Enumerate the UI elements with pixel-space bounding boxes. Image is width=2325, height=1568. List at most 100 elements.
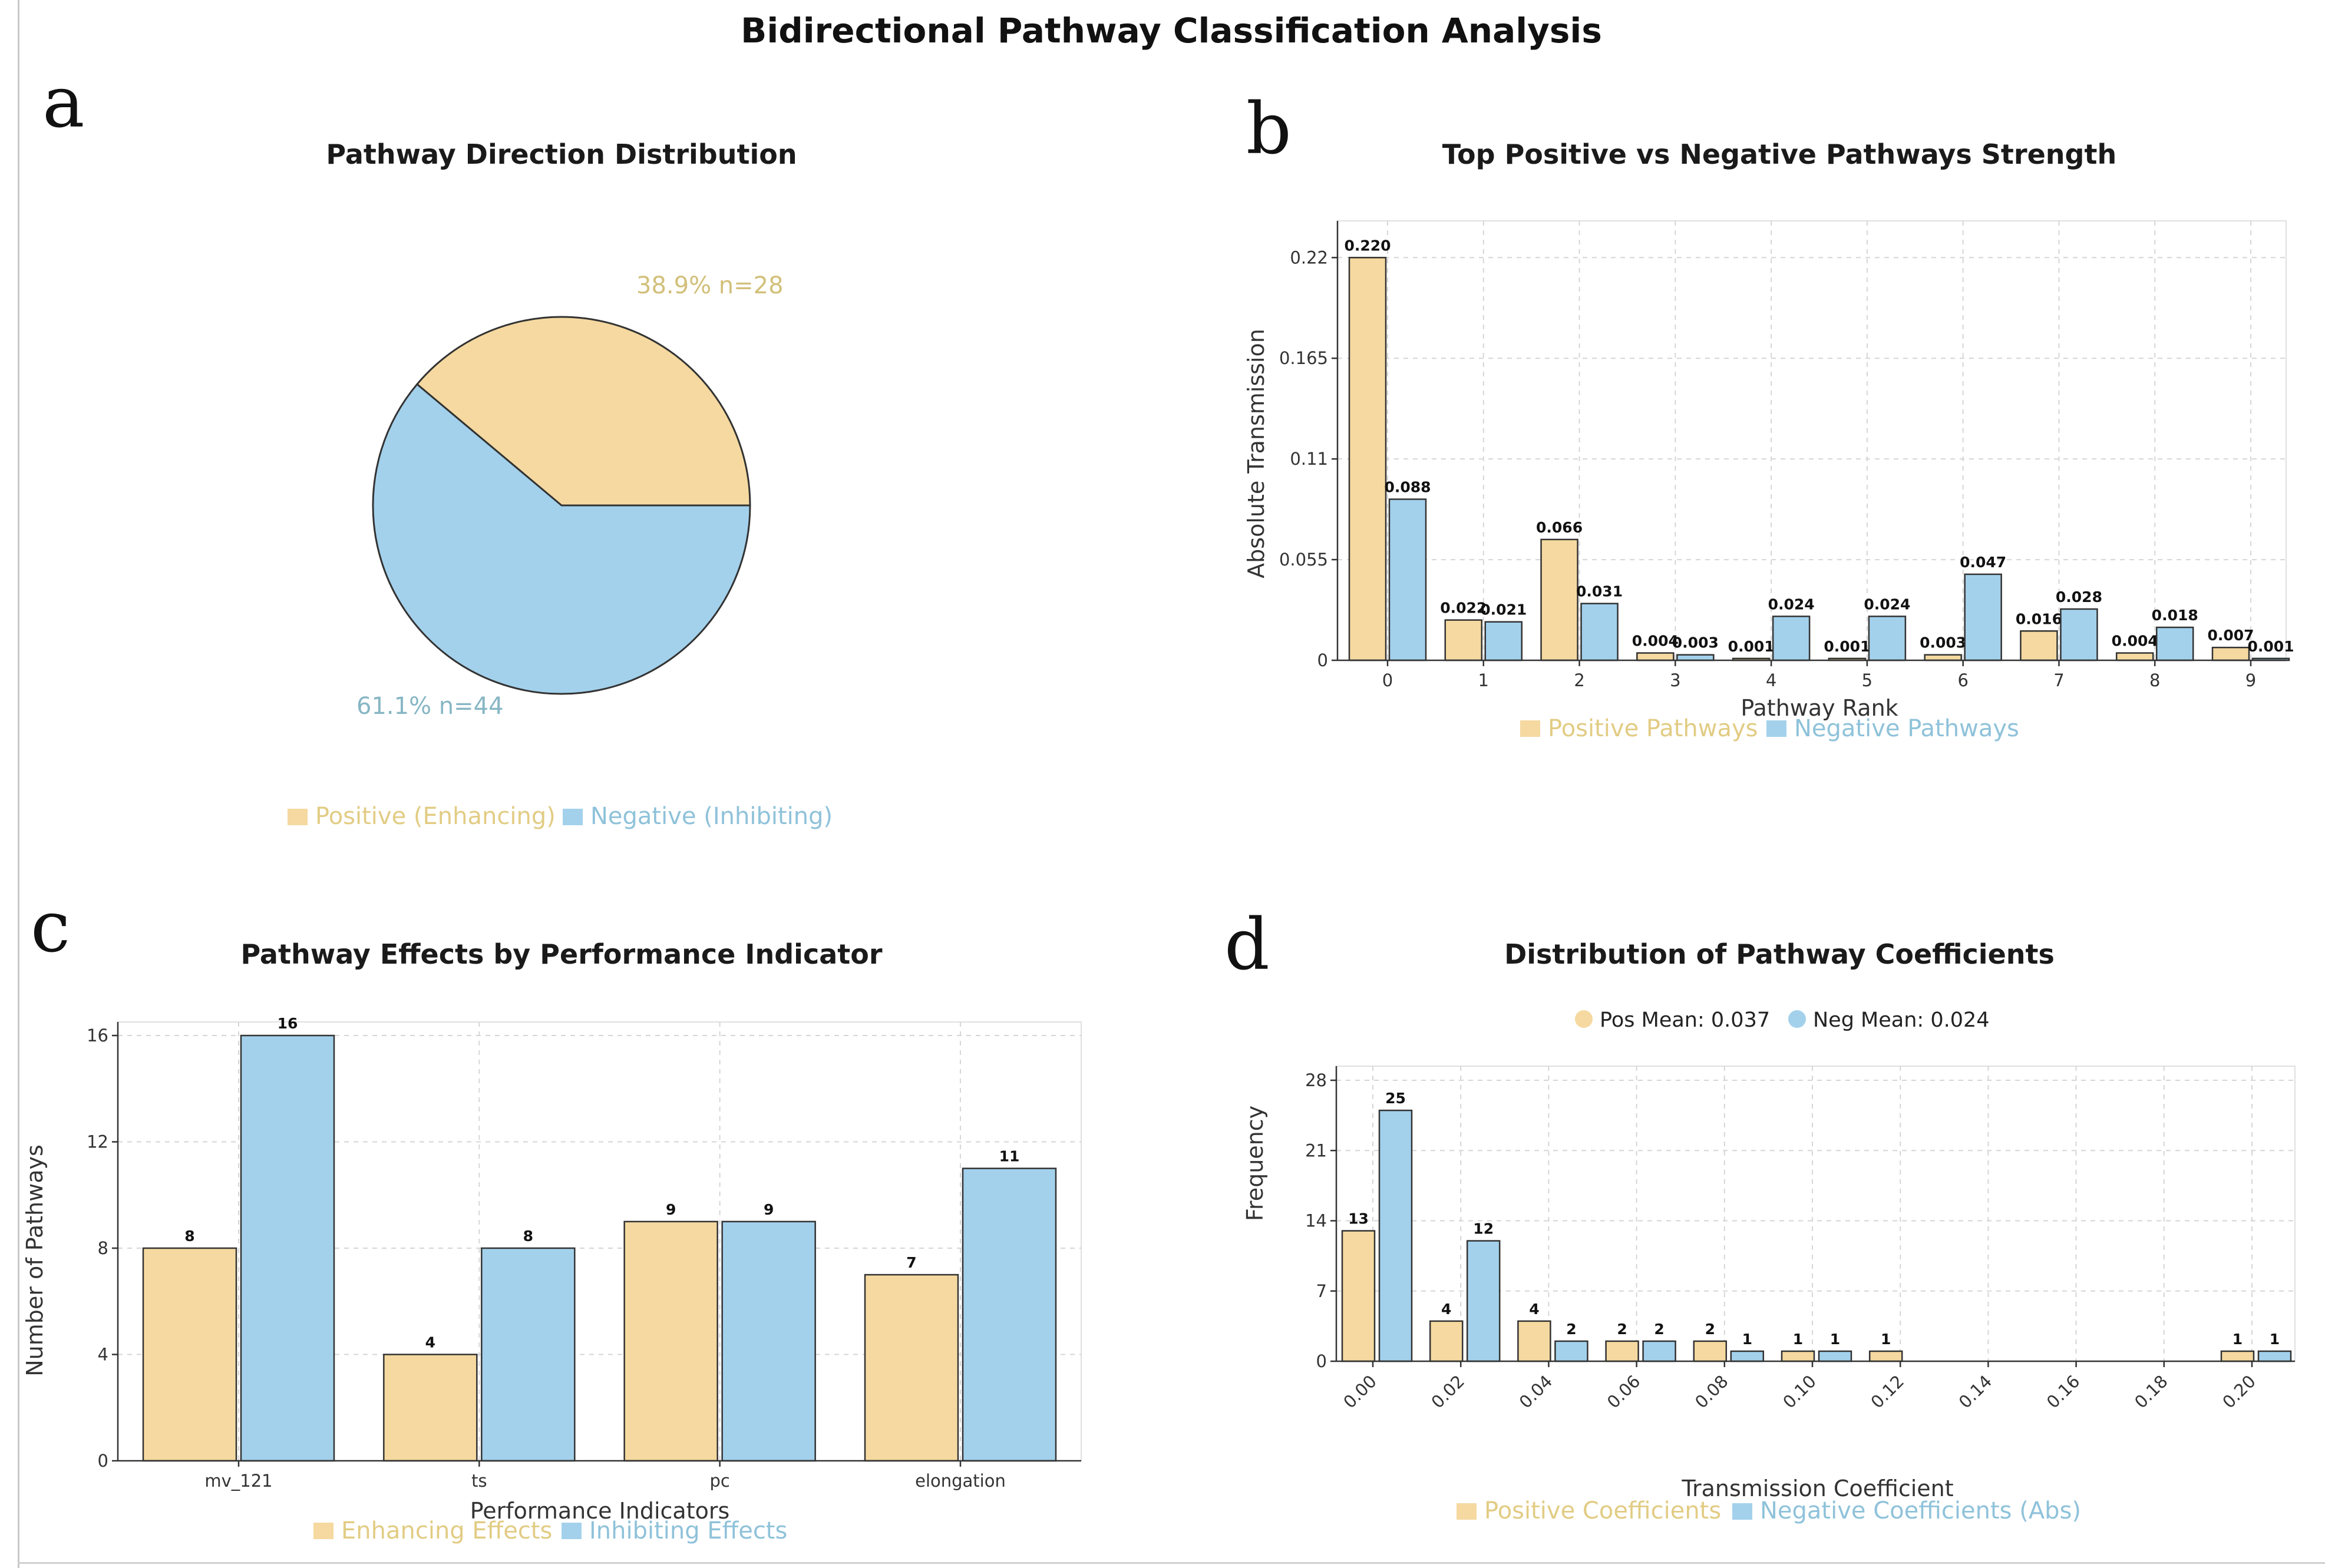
b-y-tick-label: 0.11 [1290,449,1328,469]
d-x-tick-label: 0.02 [1427,1371,1468,1412]
b-x-tick-label: 3 [1670,670,1680,690]
c-x-tick-label: elongation [915,1471,1006,1491]
d-data-label: 4 [1529,1301,1539,1318]
b-x-tick-label: 1 [1478,670,1489,690]
panel-a: a Pathway Direction Distribution 38.9% n… [42,62,833,830]
b-bar-positive [2211,646,2250,661]
d-y-tick-label: 21 [1305,1140,1327,1160]
d-y-tick-label: 28 [1305,1070,1327,1090]
legend-swatch-positive-b [1520,720,1540,737]
d-x-tick-label: 0.12 [1867,1371,1908,1412]
legend-swatch-negative-c [562,1523,582,1539]
b-bar-positive [2020,630,2058,661]
legend-d: Positive Coefficients Negative Coefficie… [1457,1497,2081,1524]
c-data-label: 9 [666,1201,676,1218]
b-data-label: 0.001 [2247,638,2294,655]
d-y-tick-label: 7 [1316,1281,1327,1301]
panel-b: b Top Positive vs Negative Pathways Stre… [1243,88,2294,742]
d-data-label: 2 [1566,1321,1576,1338]
d-bar-positive [1781,1350,1815,1362]
b-data-label: 0.016 [2016,610,2062,627]
panel-a-title: Pathway Direction Distribution [326,138,797,170]
d-data-label: 1 [2270,1331,2280,1348]
y-axis-label-c: Number of Pathways [22,1144,48,1377]
x-axis-label-d: Transmission Coefficient [1681,1476,1953,1501]
b-bar-positive [1444,619,1483,661]
d-x-tick-label: 0.10 [1779,1371,1820,1412]
b-y-tick-label: 0.165 [1279,348,1328,368]
d-bar-negative [1730,1350,1765,1362]
d-data-label: 1 [1793,1331,1803,1348]
c-bar-positive [142,1247,237,1462]
d-data-label: 1 [2232,1331,2243,1348]
b-x-tick-label: 2 [1574,670,1584,690]
legend-label-negative-d: Negative Coefficients (Abs) [1760,1497,2081,1524]
mean-swatch-positive [1575,1010,1593,1028]
pie-chart [372,316,751,695]
legend-c: Enhancing Effects Inhibiting Effects [313,1517,787,1544]
b-bar-negative [1388,498,1427,661]
d-data-label: 12 [1473,1220,1494,1238]
c-bar-negative [481,1247,576,1462]
bar-chart-c: 0 4 8 12 16 mv_121 8 16 ts 4 8 pc 9 9 elongation 7 11 [87,1015,1082,1491]
panel-d-title: Distribution of Pathway Coefficients [1504,938,2055,970]
b-x-tick-label: 8 [2149,670,2160,690]
b-data-label: 0.018 [2152,607,2198,624]
b-data-label: 0.024 [1864,596,1910,613]
d-x-tick-label: 0.14 [1955,1371,1996,1412]
mean-legend-d: Pos Mean: 0.037 Neg Mean: 0.024 [1575,1008,1990,1032]
legend-b: Positive Pathways Negative Pathways [1520,715,2019,742]
b-bar-negative [1868,616,1907,661]
d-bar-negative [1554,1340,1588,1362]
left-border-line [18,0,19,1568]
b-bar-positive [2115,652,2154,661]
legend-label-negative: Negative (Inhibiting) [590,803,833,830]
c-data-label: 9 [764,1201,774,1218]
c-y-tick-label: 12 [87,1132,108,1152]
b-data-label: 0.004 [1632,633,1679,650]
b-bar-positive [1636,652,1675,661]
b-bar-negative [1484,621,1523,661]
b-bar-negative [1772,616,1811,661]
b-data-label: 0.024 [1768,596,1815,613]
pie-label-positive: 38.9% n=28 [636,272,784,299]
b-data-label: 0.021 [1480,601,1527,618]
y-axis-label-d: Frequency [1242,1106,1268,1221]
y-axis-label-b: Absolute Transmission [1243,329,1269,578]
legend-swatch-negative-b [1766,720,1786,737]
b-data-label: 0.007 [2207,627,2254,644]
pie-label-negative: 61.1% n=44 [356,693,504,720]
b-data-label: 0.003 [1672,634,1719,651]
c-y-tick-label: 4 [98,1345,108,1365]
b-data-label: 0.001 [1824,638,1870,655]
b-y-tick-label: 0.22 [1290,247,1328,267]
c-x-tick-label: mv_121 [204,1471,272,1491]
b-plot-frame [1337,220,2287,661]
b-x-tick-label: 6 [1957,670,1968,690]
d-bar-positive [1429,1320,1464,1362]
b-data-label: 0.001 [1728,638,1775,655]
mean-label-negative: Neg Mean: 0.024 [1813,1008,1990,1032]
bottom-border-line [18,1562,2325,1564]
b-data-label: 0.031 [1576,583,1623,600]
mean-swatch-negative [1788,1010,1806,1028]
b-data-label: 0.028 [2056,588,2102,606]
d-x-tick-label: 0.00 [1339,1371,1381,1412]
d-data-label: 2 [1617,1321,1627,1338]
legend-swatch-positive [288,809,308,825]
x-axis-label-c: Performance Indicators [470,1498,730,1524]
c-data-label: 7 [906,1254,916,1271]
c-bar-positive [383,1354,478,1462]
b-bar-positive [1540,538,1578,661]
b-bar-negative [2155,626,2194,661]
d-data-label: 13 [1348,1210,1369,1228]
panel-letter-c: c [31,886,70,968]
b-bar-positive [1924,654,1962,661]
d-x-tick-label: 0.16 [2043,1371,2084,1412]
d-bar-negative [1466,1240,1501,1362]
d-x-tick-label: 0.04 [1515,1371,1557,1412]
c-data-label: 8 [523,1228,533,1245]
b-x-tick-label: 4 [1766,670,1776,690]
d-bar-positive [1341,1230,1376,1362]
c-data-label: 11 [999,1148,1020,1165]
